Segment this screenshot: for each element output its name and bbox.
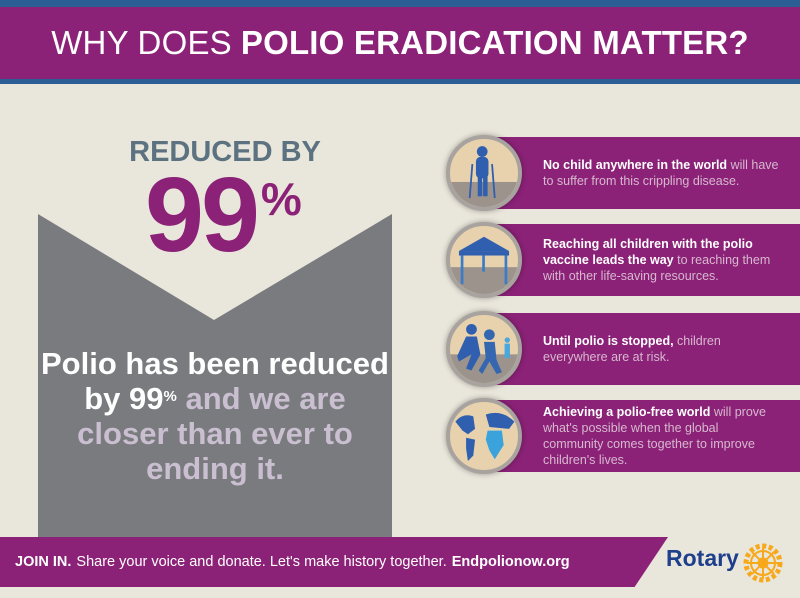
page-title: WHY DOES POLIO ERADICATION MATTER? — [0, 7, 800, 79]
reason-rest: children everywhere are at risk. — [543, 334, 721, 364]
globe-icon — [446, 398, 522, 474]
running-children-icon — [446, 311, 522, 387]
cta-bold: JOIN IN. — [15, 554, 72, 570]
title-light: WHY DOES — [51, 24, 232, 61]
cta-text: Share your voice and donate. Let's make … — [76, 554, 447, 570]
reason-bold: Until polio is stopped, — [543, 334, 674, 348]
reason-bold: No child anywhere in the world — [543, 158, 728, 172]
statement-part2: and we are closer than ever to ending it… — [77, 381, 353, 486]
reason-item: Achieving a polio-free world will prove … — [443, 397, 800, 475]
reason-bar — [493, 400, 800, 472]
vaccination-tent-icon — [446, 222, 522, 298]
statement-unit: % — [163, 388, 177, 405]
rotary-logo-text: Rotary — [666, 545, 739, 571]
rotary-wheel-icon — [743, 543, 783, 583]
reason-rest: will have to suffer from this crippling … — [543, 158, 779, 188]
reason-item: Reaching all children with the polio vac… — [443, 221, 800, 299]
reason-bar — [493, 224, 800, 296]
summary-statement: Polio has been reduced by 99% and we are… — [38, 346, 392, 486]
reason-text: No child anywhere in the world will have… — [543, 134, 782, 212]
endpolionow-link[interactable]: Endpolionow.org — [451, 554, 570, 570]
reason-text: Achieving a polio-free world will prove … — [543, 397, 782, 475]
reason-bar — [493, 137, 800, 209]
stat-value: 99% — [145, 162, 302, 268]
statement-part1: Polio has been reduced by 99 — [41, 346, 389, 416]
chevron-panel — [38, 214, 392, 544]
reason-item: Until polio is stopped, children everywh… — [443, 310, 800, 388]
stat-number: 99 — [145, 156, 260, 274]
call-to-action-banner: JOIN IN. Share your voice and donate. Le… — [0, 537, 668, 587]
stat-unit: % — [260, 173, 302, 225]
reason-item: No child anywhere in the world will have… — [443, 134, 800, 212]
reason-bold: Reaching all children with the polio vac… — [543, 237, 753, 267]
reason-text: Reaching all children with the polio vac… — [543, 221, 782, 299]
reason-text: Until polio is stopped, children everywh… — [543, 310, 782, 388]
title-bold: POLIO ERADICATION MATTER? — [240, 24, 749, 61]
reason-rest: to reaching them with other life-saving … — [543, 253, 771, 283]
reason-rest: will prove what's possible when the glob… — [543, 405, 766, 467]
child-with-crutches-icon — [446, 135, 522, 211]
reason-bar — [493, 313, 800, 385]
stat-label: REDUCED BY — [129, 136, 321, 168]
reason-bold: Achieving a polio-free world — [543, 405, 711, 419]
